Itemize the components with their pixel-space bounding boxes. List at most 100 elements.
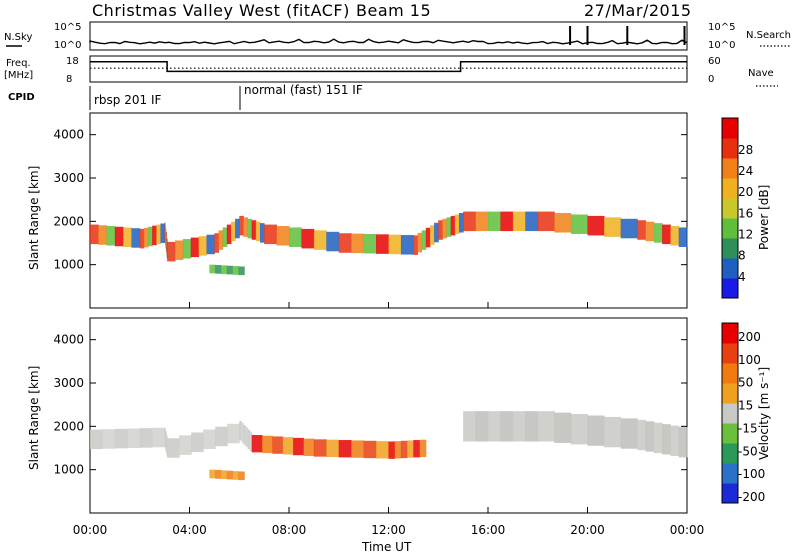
- vel-grey-0-4: [139, 428, 153, 448]
- xtick-label-3: 12:00: [371, 523, 406, 537]
- cpid-entry-rbsp: rbsp 201 IF: [94, 93, 161, 107]
- vel-grey2-1-0: [537, 411, 555, 442]
- colorbar-swatch-4-7: [722, 343, 738, 364]
- power-cell-9-4: [454, 214, 460, 234]
- vel-red-1-5: [376, 441, 389, 459]
- power-cell-0-1: [98, 225, 108, 245]
- vel-grey-0-2: [114, 428, 128, 449]
- power-cell-10-2: [488, 211, 501, 232]
- noise-ytick-right-bottom: 10^0: [708, 40, 735, 51]
- power-cell-0-2: [106, 226, 116, 246]
- vel-low-0-1: [215, 470, 222, 479]
- vel-grey-3-2: [243, 425, 246, 445]
- vel-grey2-2-0: [637, 419, 647, 451]
- power-cell-0-5: [131, 228, 141, 248]
- colorbar-frame-3: [721, 117, 739, 299]
- power-cell-10-0: [463, 211, 477, 232]
- xtick-label-2: 08:00: [272, 523, 307, 537]
- power-cell-6-3: [301, 228, 315, 249]
- vel-red-1-0: [313, 439, 327, 457]
- vel-grey-2-3: [203, 429, 216, 450]
- power-cell-9-5: [458, 213, 464, 233]
- colorbar-tick-4-7: -200: [738, 490, 765, 504]
- vel-grey-3-4: [247, 429, 251, 450]
- power-cell-3-5: [206, 234, 215, 255]
- power-cell-3-3: [190, 237, 200, 258]
- power-cell-3-0: [167, 241, 176, 262]
- power-low-0-0: [209, 264, 216, 274]
- freq-ytick-bottom: 8: [66, 74, 72, 85]
- power-cell-0-0: [90, 224, 99, 245]
- vel-grey-3-3: [245, 427, 249, 447]
- vel-grey2-2-2: [653, 422, 663, 454]
- vel-low-0-4: [232, 471, 239, 480]
- colorbar-tick-3-1: 8: [738, 249, 746, 263]
- vel-red-2-3: [407, 440, 414, 458]
- vel-red-1-2: [338, 440, 352, 458]
- ytick-label-4-0: 1000: [53, 463, 84, 477]
- vel-red-0-0: [251, 435, 263, 453]
- vel-grey2-0-4: [512, 411, 526, 442]
- cpid-row: CPID rbsp 201 IF normal (fast) 151 IF: [8, 83, 363, 110]
- power-cell-10-3: [500, 211, 514, 232]
- power-low-0-3: [226, 265, 234, 275]
- vel-grey2-2-5: [678, 427, 688, 458]
- power-cell-6-1: [276, 226, 290, 246]
- power-cell-5-4: [255, 221, 261, 242]
- power-ylabel: Slant Range [km]: [27, 166, 41, 270]
- colorbar-swatch-4-6: [722, 363, 738, 384]
- power-cell-8-5: [434, 222, 439, 243]
- velocity-yaxis: 1000 2000 3000 4000: [53, 333, 687, 477]
- power-cell-9-0: [438, 220, 443, 240]
- ytick-label-4-2: 3000: [53, 376, 84, 390]
- colorbar-swatch-4-0: [722, 483, 738, 504]
- vel-red-1-1: [326, 439, 340, 458]
- vel-red-2-5: [419, 439, 427, 458]
- noise-ytick-right-top: 10^5: [708, 22, 735, 33]
- power-cell-8-3: [425, 227, 431, 248]
- power-low-0-1: [215, 265, 222, 274]
- colorbar-swatch-4-3: [722, 423, 738, 444]
- power-cell-12-3: [662, 224, 671, 245]
- vel-red-0-4: [293, 437, 305, 456]
- power-cell-10-5: [525, 211, 539, 232]
- colorbar-tick-3-4: 20: [738, 185, 753, 199]
- xaxis-label: Time UT: [361, 540, 412, 554]
- power-cell-11-2: [570, 214, 588, 234]
- vel-grey2-1-3: [587, 415, 605, 446]
- power-cell-3-1: [174, 240, 184, 260]
- freq-ytick-top: 18: [66, 56, 79, 67]
- power-cell-8-0: [413, 235, 419, 255]
- vel-grey2-1-4: [604, 416, 622, 448]
- vel-grey2-0-5: [525, 411, 539, 442]
- vel-grey-2-0: [167, 438, 180, 458]
- cpid-entry-normal: normal (fast) 151 IF: [244, 83, 363, 97]
- vel-red-2-1: [394, 441, 402, 459]
- power-cell-4-0: [214, 233, 220, 253]
- colorbar-swatch-3-8: [722, 118, 738, 139]
- freq-series-line: [90, 60, 687, 73]
- vel-grey2-1-1: [554, 412, 572, 443]
- colorbar-swatch-4-5: [722, 383, 738, 404]
- velocity-data-blobs: [90, 411, 688, 481]
- station-title: Christmas Valley West (fitACF): [92, 1, 350, 20]
- colorbar-swatch-3-2: [722, 238, 738, 259]
- vel-grey-0-3: [127, 428, 141, 448]
- vel-red-0-2: [272, 436, 284, 454]
- power-low-0-5: [238, 266, 245, 276]
- power-cell-6-2: [289, 227, 302, 247]
- power-cell-6-5: [326, 231, 340, 252]
- vel-red-2-2: [400, 440, 408, 459]
- power-cell-1-5: [160, 223, 166, 243]
- ytick-label-4-3: 4000: [53, 333, 84, 347]
- xtick-label-0: 00:00: [73, 523, 108, 537]
- power-cell-12-0: [637, 220, 647, 240]
- power-cell-1-3: [152, 225, 157, 246]
- vel-red-2-0: [388, 441, 396, 459]
- colorbar-swatch-3-1: [722, 258, 738, 279]
- power-cell-0-3: [114, 226, 124, 247]
- power-cell-8-2: [421, 230, 427, 250]
- colorbar-tick-3-6: 28: [738, 143, 753, 157]
- power-cell-4-2: [222, 227, 228, 247]
- ytick-label-3-0: 1000: [53, 258, 84, 272]
